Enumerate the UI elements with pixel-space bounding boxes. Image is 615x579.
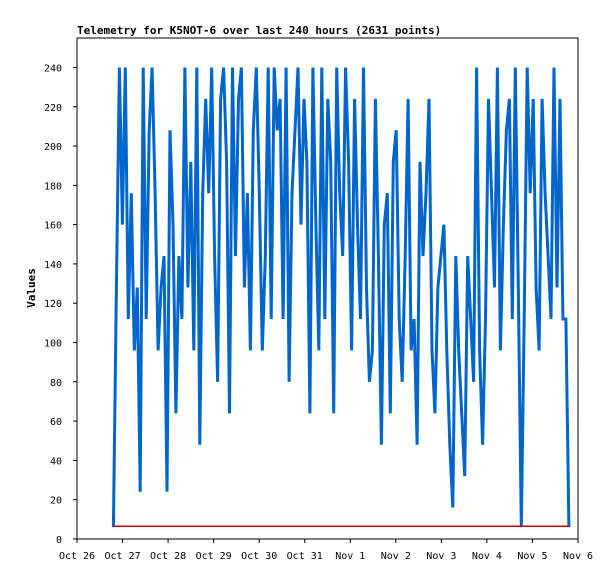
x-tick-label: Oct 29 — [196, 551, 232, 562]
y-axis-label: Values — [25, 268, 38, 308]
x-tick-label: Oct 28 — [150, 551, 186, 562]
x-tick-label: Nov 3 — [426, 551, 456, 562]
y-tick-label: 240 — [44, 63, 62, 74]
y-tick-label: 140 — [44, 260, 62, 271]
x-tick-label: Nov 6 — [563, 551, 593, 562]
y-tick-label: 60 — [50, 417, 62, 428]
tick-layer: Oct 26 Oct 27 Oct 28 Oct 29 Oct 30 Oct 31 Nov … — [44, 63, 593, 562]
y-tick-label: 200 — [44, 142, 62, 153]
y-tick-label: 0 — [56, 535, 62, 546]
x-tick-label: Oct 31 — [287, 551, 323, 562]
y-tick-label: 80 — [50, 378, 62, 389]
y-tick-label: 180 — [44, 181, 62, 192]
x-tick-label: Nov 1 — [335, 551, 365, 562]
x-tick-label: Nov 4 — [472, 551, 502, 562]
chart-title: Telemetry for K5NOT-6 over last 240 hour… — [77, 24, 442, 37]
x-tick-label: Nov 2 — [381, 551, 411, 562]
series-layer — [111, 67, 571, 528]
x-tick-label: Nov 5 — [517, 551, 547, 562]
y-tick-label: 120 — [44, 299, 62, 310]
series-line-telemetry — [111, 67, 571, 528]
y-tick-label: 220 — [44, 103, 62, 114]
y-tick-label: 20 — [50, 496, 62, 507]
x-tick-label: Oct 30 — [241, 551, 277, 562]
x-tick-label: Oct 26 — [59, 551, 95, 562]
y-tick-label: 100 — [44, 339, 62, 350]
y-tick-label: 40 — [50, 456, 62, 467]
x-tick-label: Oct 27 — [104, 551, 140, 562]
y-tick-label: 160 — [44, 221, 62, 232]
